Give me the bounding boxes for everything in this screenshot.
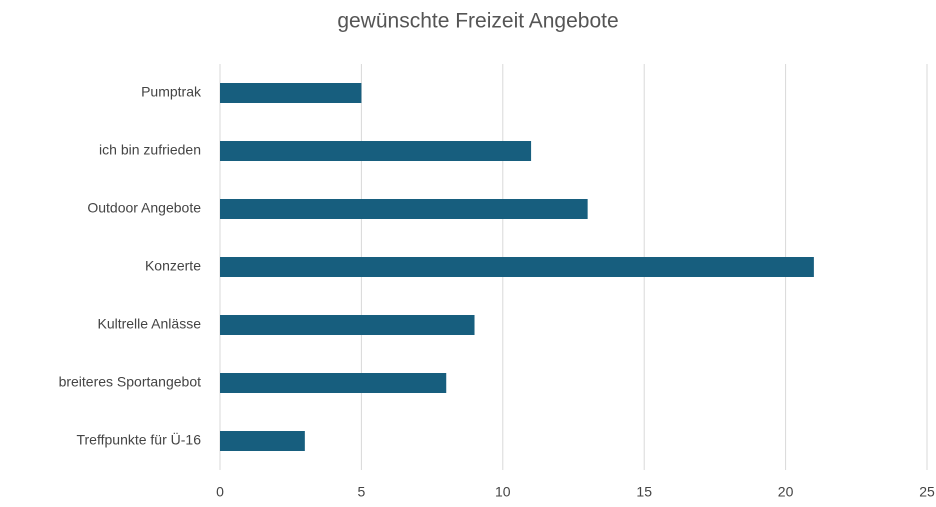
x-tick-label: 25	[919, 484, 935, 500]
bar	[220, 257, 814, 277]
bar	[220, 83, 362, 103]
bar	[220, 141, 532, 161]
y-tick-label: Konzerte	[145, 258, 201, 274]
y-tick-label: Kultrelle Anlässe	[97, 316, 201, 332]
x-tick-label: 20	[778, 484, 794, 500]
x-tick-label: 15	[636, 484, 652, 500]
y-tick-label: Outdoor Angebote	[87, 200, 201, 216]
bar	[220, 199, 588, 219]
chart-title: gewünschte Freizeit Angebote	[337, 10, 618, 33]
x-tick-label: 0	[216, 484, 224, 500]
bar	[220, 315, 475, 335]
y-tick-label: Treffpunkte für Ü-16	[76, 431, 201, 448]
y-tick-label: breiteres Sportangebot	[59, 374, 202, 390]
x-tick-label: 5	[358, 484, 366, 500]
bar	[220, 373, 447, 393]
y-tick-label: ich bin zufrieden	[99, 142, 201, 158]
x-tick-label: 10	[495, 484, 511, 500]
bar	[220, 431, 305, 451]
y-tick-label: Pumptrak	[141, 84, 202, 100]
